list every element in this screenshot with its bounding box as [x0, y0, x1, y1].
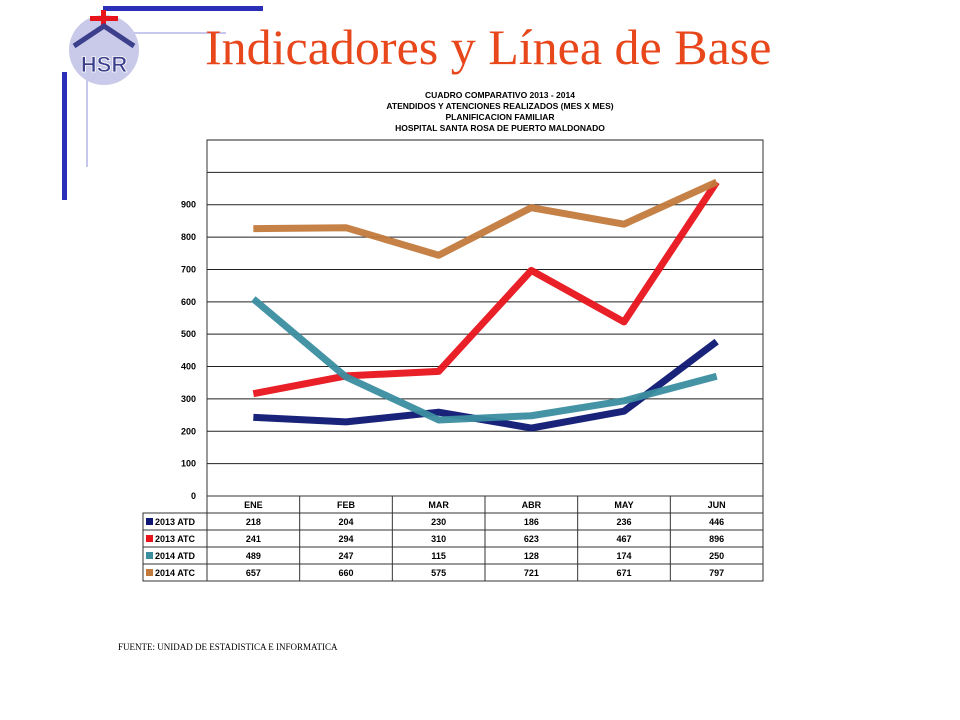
x-category-label: JUN [708, 500, 726, 510]
table-value: 250 [709, 551, 724, 561]
table-value: 623 [524, 534, 539, 544]
table-value: 241 [246, 534, 261, 544]
series-line-2014-atc [253, 178, 719, 259]
slide-title: Indicadores y Línea de Base [205, 19, 772, 75]
legend-swatch [146, 552, 153, 559]
table-value: 186 [524, 517, 539, 527]
logo-letters: HSR [81, 52, 128, 77]
table-value: 721 [524, 568, 539, 578]
table-value: 236 [616, 517, 631, 527]
table-value: 204 [338, 517, 353, 527]
y-tick-label: 600 [181, 297, 196, 307]
table-value: 660 [338, 568, 353, 578]
x-category-label: ABR [522, 500, 542, 510]
chart-title-line-4: HOSPITAL SANTA ROSA DE PUERTO MALDONADO [395, 123, 605, 133]
series-line-2013-atc [252, 180, 720, 398]
table-value: 115 [431, 551, 446, 561]
legend-swatch [146, 569, 153, 576]
legend-label: 2014 ATD [155, 551, 196, 561]
decor-bar-top [103, 6, 263, 11]
legend-swatch [146, 535, 153, 542]
chart-title-line-3: PLANIFICACION FAMILIAR [445, 112, 555, 122]
table-value: 896 [709, 534, 724, 544]
table-value: 230 [431, 517, 446, 527]
y-tick-label: 300 [181, 394, 196, 404]
y-tick-label: 900 [181, 200, 196, 210]
y-tick-label: 400 [181, 362, 196, 372]
chart-title: CUADRO COMPARATIVO 2013 - 2014 ATENDIDOS… [290, 90, 710, 134]
series-line-2014-atd [251, 296, 718, 424]
table-value: 671 [616, 568, 631, 578]
x-category-label: MAY [614, 500, 633, 510]
y-tick-label: 200 [181, 426, 196, 436]
chart-title-line-2: ATENDIDOS Y ATENCIONES REALIZADOS (MES X… [386, 101, 614, 111]
table-value: 218 [246, 517, 261, 527]
chart-title-line-1: CUADRO COMPARATIVO 2013 - 2014 [425, 90, 575, 100]
y-tick-label: 700 [181, 264, 196, 274]
decor-line-light-h [86, 32, 226, 34]
table-value: 446 [709, 517, 724, 527]
table-value: 467 [616, 534, 631, 544]
x-category-label: ENE [244, 500, 263, 510]
hospital-logo: HSR [69, 10, 139, 85]
table-value: 797 [709, 568, 724, 578]
legend-swatch [146, 518, 153, 525]
table-value: 294 [338, 534, 353, 544]
y-tick-label: 0 [191, 491, 196, 501]
table-value: 174 [616, 551, 631, 561]
x-category-label: MAR [428, 500, 449, 510]
table-value: 247 [338, 551, 353, 561]
decor-line-light [86, 32, 88, 167]
x-category-label: FEB [337, 500, 356, 510]
table-value: 310 [431, 534, 446, 544]
source-footer: FUENTE: UNIDAD DE ESTADISTICA E INFORMAT… [118, 642, 338, 652]
legend-label: 2013 ATC [155, 534, 196, 544]
table-value: 128 [524, 551, 539, 561]
y-tick-label: 100 [181, 459, 196, 469]
y-tick-label: 800 [181, 232, 196, 242]
y-tick-label: 500 [181, 329, 196, 339]
table-value: 575 [431, 568, 446, 578]
legend-label: 2013 ATD [155, 517, 196, 527]
decor-bar-left [62, 72, 67, 200]
legend-label: 2014 ATC [155, 568, 196, 578]
table-value: 489 [246, 551, 261, 561]
table-value: 657 [246, 568, 261, 578]
